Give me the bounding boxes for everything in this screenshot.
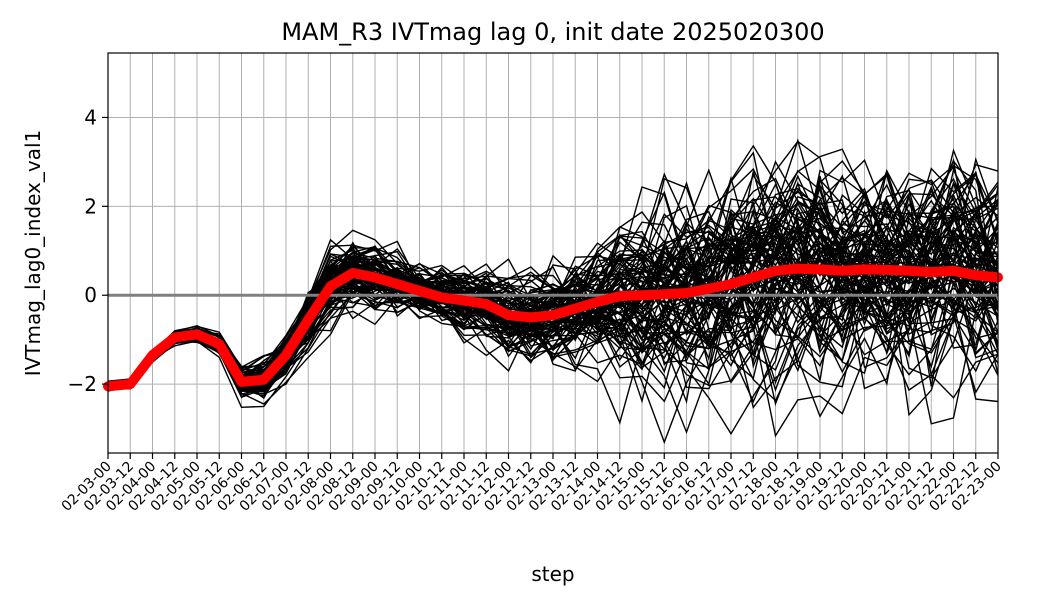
ensemble-member-line	[107, 169, 999, 389]
ensemble-lines	[107, 138, 999, 445]
y-tick-label: −2	[68, 372, 97, 396]
y-tick-label: 2	[84, 194, 97, 218]
y-axis-label: IVTmag_lag0_index_val1	[21, 130, 45, 377]
ensemble-member-line	[107, 251, 999, 419]
x-ticks: 02-03-0002-03-1202-04-0002-04-1202-05-00…	[59, 453, 1005, 515]
chart-title: MAM_R3 IVTmag lag 0, init date 202502030…	[281, 18, 824, 46]
ensemble-member-line	[107, 207, 999, 407]
y-tick-label: 0	[84, 283, 97, 307]
x-axis-label: step	[531, 562, 574, 586]
ensemble-member-line	[107, 234, 999, 387]
ensemble-mean-line	[103, 263, 1003, 392]
y-ticks: −2 0 2 4	[68, 105, 108, 396]
y-tick-label: 4	[84, 105, 97, 129]
